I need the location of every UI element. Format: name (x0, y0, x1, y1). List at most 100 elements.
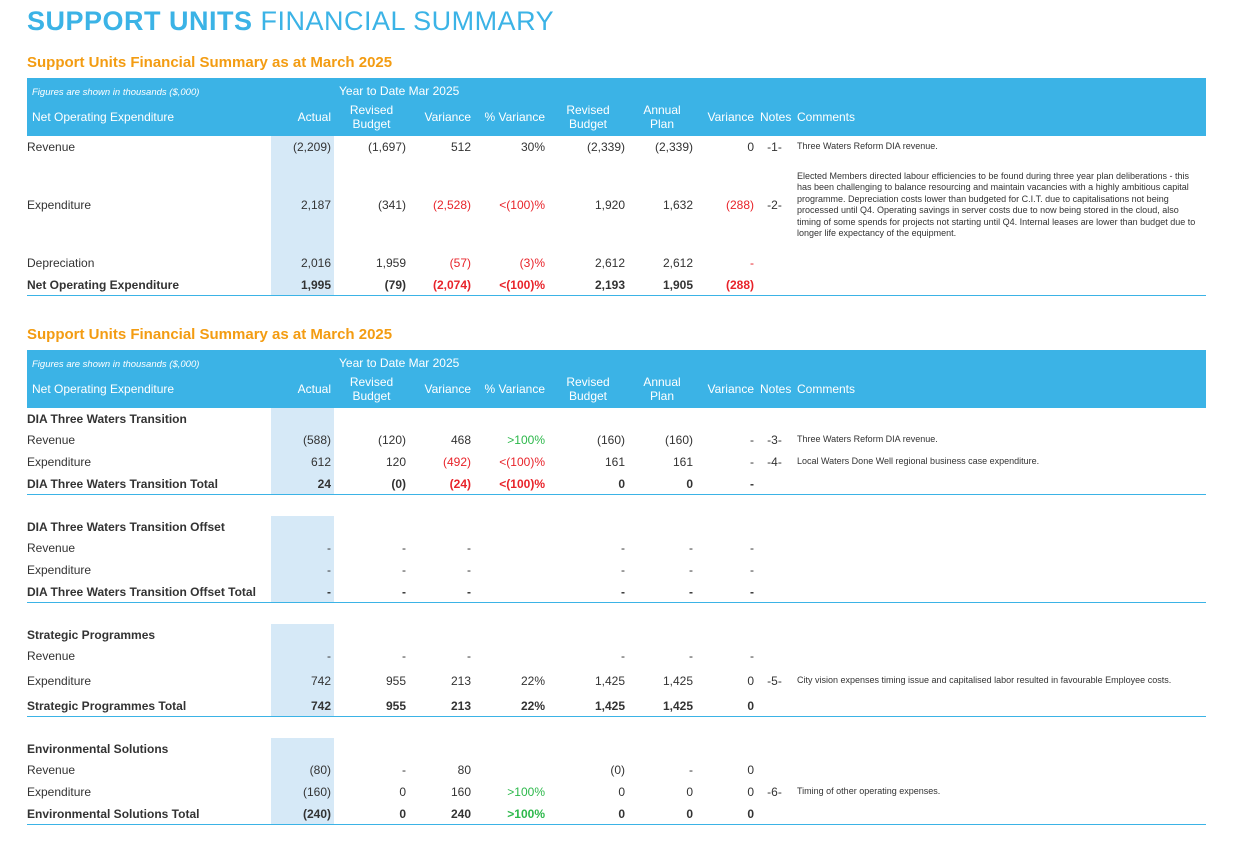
pct-variance-cell: 22% (474, 695, 548, 717)
revised-budget-cell: 955 (334, 695, 409, 717)
pct-variance-cell: <(100)% (474, 473, 548, 495)
note-cell (757, 537, 792, 559)
annual-revised-budget-cell: (160) (596, 433, 625, 447)
row-label: Environmental Solutions Total (27, 803, 271, 825)
note-cell (757, 252, 792, 274)
annual-plan-cell: 1,425 (662, 674, 693, 688)
comment-cell (792, 803, 1206, 825)
revised-budget-cell: - (402, 563, 406, 577)
financial-summary-table-1: Figures are shown in thousands ($,000) Y… (27, 78, 1206, 296)
comment-cell (792, 559, 1206, 581)
variance-cell: 468 (450, 433, 471, 447)
col-header-comments: Comments (792, 370, 1206, 408)
col-header-actual: Actual (271, 98, 334, 136)
variance-cell: 160 (450, 785, 471, 799)
variance-cell: 512 (450, 140, 471, 154)
annual-plan-cell: 0 (628, 473, 696, 495)
pct-variance-cell: <(100)% (474, 274, 548, 296)
annual-revised-budget-cell: - (548, 581, 628, 603)
group-title: DIA Three Waters Transition Offset (27, 519, 225, 534)
col-header-annual-revised-budget: Revised Budget (548, 370, 628, 408)
col-header-annual-plan: Annual Plan (628, 98, 696, 136)
annual-plan-cell: - (689, 763, 693, 777)
pct-variance-cell (474, 537, 548, 559)
row-label: Expenditure (27, 563, 92, 577)
pct-variance-cell: 30% (520, 140, 545, 154)
variance-cell: (2,528) (432, 198, 471, 212)
row-label: DIA Three Waters Transition Offset Total (27, 581, 271, 603)
pct-variance-cell (474, 759, 548, 781)
table-row: Expenditure 742 955 213 22% 1,425 1,425 … (27, 667, 1206, 695)
table-row: Revenue - - - - - - (27, 537, 1206, 559)
total-row: Strategic Programmes Total 742 955 213 2… (27, 695, 1206, 717)
annual-variance-cell: 0 (747, 763, 754, 777)
comment-cell: City vision expenses timing issue and ca… (797, 675, 1172, 686)
note-cell (757, 695, 792, 717)
col-header-notes: Notes (757, 98, 792, 136)
variance-cell: 213 (409, 695, 474, 717)
header-row: Net Operating Expenditure Actual Revised… (27, 98, 1206, 136)
revised-budget-cell: - (402, 649, 406, 663)
table-row: Expenditure - - - - - - (27, 559, 1206, 581)
table2-title: Support Units Financial Summary as at Ma… (27, 326, 393, 343)
annual-variance-cell: 0 (696, 803, 757, 825)
revised-budget-cell: 120 (385, 455, 406, 469)
table-row: Revenue - - - - - - (27, 645, 1206, 667)
group-header-row: Environmental Solutions (27, 738, 1206, 759)
actual-cell: - (271, 645, 334, 667)
annual-revised-budget-cell: 161 (604, 455, 625, 469)
row-label: Expenditure (27, 455, 92, 469)
annual-plan-cell: 161 (672, 455, 693, 469)
col-header-annual-revised-budget: Revised Budget (548, 98, 628, 136)
annual-variance-cell: - (696, 473, 757, 495)
group-title: Environmental Solutions (27, 741, 169, 756)
note-cell: -5- (767, 674, 782, 688)
annual-plan-cell: (2,339) (654, 140, 693, 154)
note-cell (757, 274, 792, 296)
note-cell: -6- (767, 785, 782, 799)
actual-cell: 24 (271, 473, 334, 495)
col-header-pct-variance: % Variance (474, 98, 548, 136)
comment-cell (792, 473, 1206, 495)
annual-variance-cell: 0 (696, 695, 757, 717)
actual-cell: - (271, 581, 334, 603)
annual-revised-budget-cell: - (621, 563, 625, 577)
pct-variance-cell: >100% (507, 433, 545, 447)
header-row-top: Figures are shown in thousands ($,000) Y… (27, 78, 1206, 98)
revised-budget-cell: 955 (385, 674, 406, 688)
total-row: Environmental Solutions Total (240) 0 24… (27, 803, 1206, 825)
annual-variance-cell: - (750, 563, 754, 577)
row-label: Revenue (27, 763, 76, 777)
annual-revised-budget-cell: 0 (548, 803, 628, 825)
comment-cell: Local Waters Done Well regional business… (797, 456, 1040, 467)
col-header-label: Net Operating Expenditure (27, 98, 271, 136)
units-note: Figures are shown in thousands ($,000) (27, 350, 334, 370)
row-label: Expenditure (27, 674, 92, 688)
variance-cell: (492) (442, 455, 471, 469)
annual-variance-cell: 0 (747, 140, 754, 154)
annual-revised-budget-cell: - (621, 649, 625, 663)
table-row: Revenue (80) - 80 (0) - 0 (27, 759, 1206, 781)
revised-budget-cell: 1,959 (375, 256, 406, 270)
table-row: Expenditure (160) 0 160 >100% 0 0 0 -6- … (27, 781, 1206, 803)
col-header-revised-budget: Revised Budget (334, 370, 409, 408)
revised-budget-cell: 0 (399, 785, 406, 799)
units-note: Figures are shown in thousands ($,000) (27, 78, 334, 98)
revised-budget-cell: - (334, 581, 409, 603)
comment-cell (792, 695, 1206, 717)
revised-budget-cell: (79) (334, 274, 409, 296)
actual-cell: (2,209) (271, 136, 334, 158)
annual-plan-cell: 1,425 (628, 695, 696, 717)
pct-variance-cell: >100% (474, 803, 548, 825)
variance-cell: - (467, 563, 471, 577)
actual-cell: (588) (271, 429, 334, 451)
note-cell: -3- (767, 433, 782, 447)
group-title: DIA Three Waters Transition (27, 411, 187, 426)
revised-budget-cell: (0) (334, 473, 409, 495)
col-header-annual-variance: Variance (696, 98, 757, 136)
row-label: Expenditure (27, 198, 92, 212)
annual-variance-cell: - (750, 433, 754, 447)
row-label: Revenue (27, 649, 76, 663)
annual-variance-cell: - (696, 581, 757, 603)
actual-cell: (240) (271, 803, 334, 825)
